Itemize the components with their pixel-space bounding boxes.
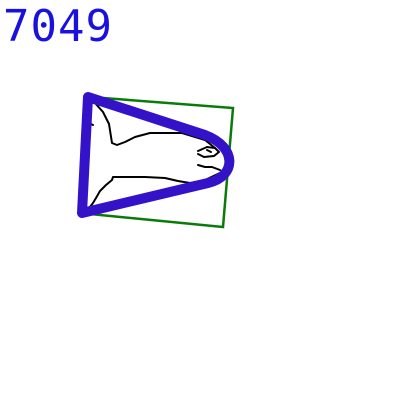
image-label: 7049 xyxy=(3,1,113,52)
highlight-outline xyxy=(77,92,235,218)
